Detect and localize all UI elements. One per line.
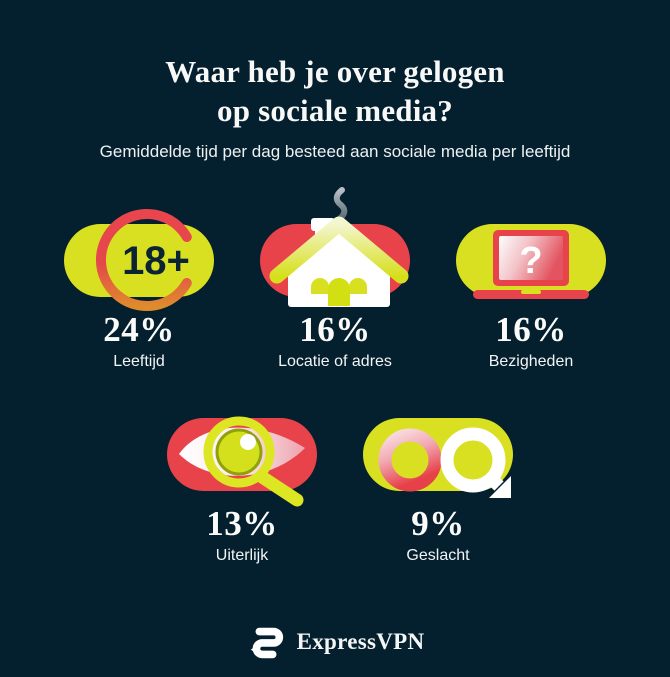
age-18-plus-icon: 18+ bbox=[96, 209, 192, 311]
stat-value: 13% bbox=[206, 504, 278, 543]
window-left bbox=[311, 278, 329, 294]
magnifier-handle bbox=[255, 470, 304, 507]
expressvpn-wordmark: ExpressVPN bbox=[296, 629, 425, 654]
stat-label: Leeftijd bbox=[113, 353, 165, 370]
expressvpn-logo-icon bbox=[246, 622, 286, 662]
house-icon bbox=[269, 187, 409, 307]
stat-label: Locatie of adres bbox=[278, 353, 392, 370]
question-mark: ? bbox=[519, 240, 542, 282]
magnifier-lens bbox=[203, 416, 275, 488]
male-arrow-shaft bbox=[484, 471, 504, 491]
door bbox=[328, 278, 350, 306]
iris-ring bbox=[215, 428, 263, 476]
stat-pill-bezigheden: ? bbox=[456, 224, 606, 299]
laptop-question-icon: ? bbox=[473, 230, 589, 299]
iris-highlight bbox=[240, 434, 256, 450]
page-title: Waar heb je over gelogen op sociale media… bbox=[0, 52, 670, 130]
stat-label: Geslacht bbox=[406, 547, 470, 564]
stat-pill-uiterlijk bbox=[167, 416, 317, 507]
laptop-base bbox=[473, 290, 589, 299]
stat-leeftijd: 18+ 24% Leeftijd bbox=[41, 209, 237, 372]
stat-locatie: 16% Locatie of adres bbox=[237, 187, 433, 372]
laptop-notch bbox=[521, 290, 541, 294]
footer: ExpressVPN bbox=[0, 622, 670, 662]
stats-row-1: 18+ 24% Leeftijd bbox=[0, 187, 670, 372]
stat-bezigheden: ? 16% Bezigheden bbox=[433, 224, 629, 372]
header: Waar heb je over gelogen op sociale media… bbox=[0, 0, 670, 162]
stat-pill-leeftijd: 18+ bbox=[64, 209, 214, 311]
stat-value: 24% bbox=[103, 310, 175, 349]
window-right bbox=[349, 278, 367, 294]
gender-symbols-icon bbox=[378, 390, 511, 498]
stat-label: Bezigheden bbox=[488, 353, 574, 370]
subtitle: Gemiddelde tijd per dag besteed aan soci… bbox=[99, 142, 571, 161]
chimney-smoke bbox=[333, 187, 348, 223]
stat-value: 16% bbox=[495, 310, 567, 349]
title-line-2: op sociale media? bbox=[217, 93, 453, 128]
stats-row-2: 13% Uiterlijk bbox=[5, 390, 670, 566]
stat-pill-geslacht bbox=[363, 390, 513, 498]
stat-pill-locatie bbox=[260, 187, 410, 307]
female-circle bbox=[378, 428, 442, 492]
house-roof bbox=[269, 216, 409, 284]
stat-geslacht: 9% Geslacht bbox=[340, 390, 536, 566]
stat-label: Uiterlijk bbox=[215, 547, 269, 564]
age-badge-text: 18+ bbox=[122, 239, 190, 283]
eye-magnifier-icon bbox=[179, 416, 305, 507]
title-line-1: Waar heb je over gelogen bbox=[165, 54, 505, 89]
stat-value: 9% bbox=[411, 504, 465, 543]
male-circle bbox=[440, 427, 506, 493]
stat-uiterlijk: 13% Uiterlijk bbox=[144, 416, 340, 566]
male-arrow-head bbox=[489, 476, 511, 498]
laptop-screen bbox=[499, 236, 563, 280]
stat-value: 16% bbox=[299, 310, 371, 349]
